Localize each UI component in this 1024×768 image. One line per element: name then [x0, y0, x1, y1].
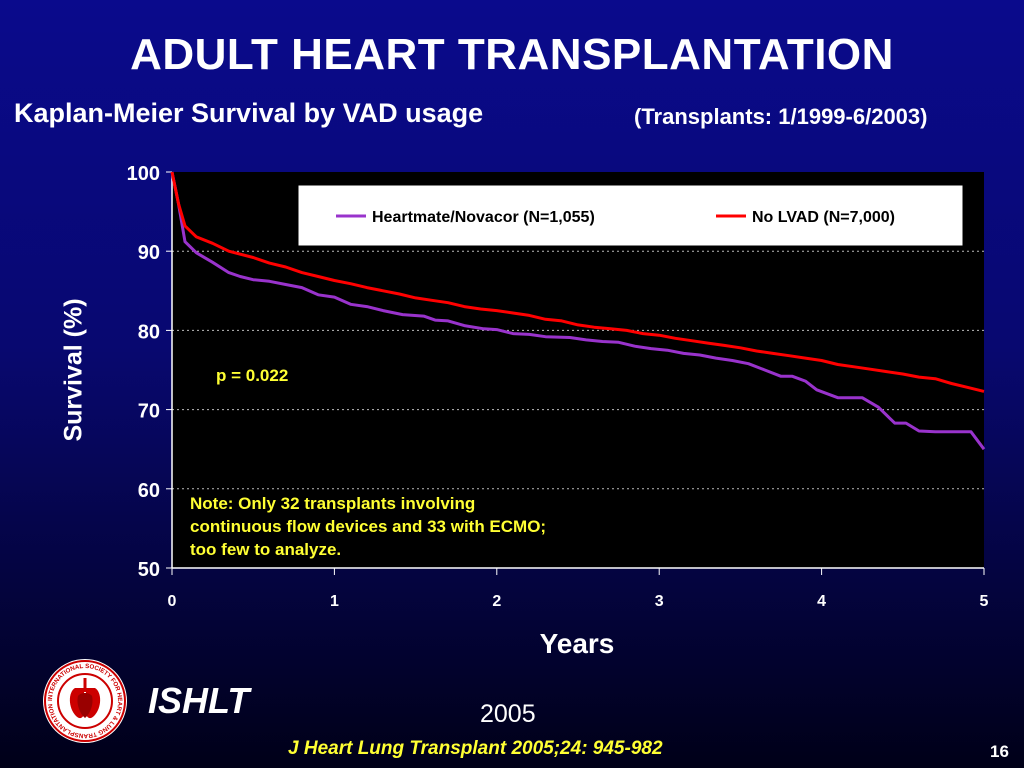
y-tick-label-60: 60 — [138, 480, 160, 502]
y-tick-label-70: 70 — [138, 401, 160, 423]
series-lines — [170, 171, 986, 451]
x-tick-label-4: 4 — [817, 593, 826, 610]
tick-labels: 50 60 70 80 90 100 0 1 2 3 4 5 — [127, 163, 989, 610]
y-tick-label-100: 100 — [127, 163, 160, 185]
series-line-no-lvad — [170, 171, 985, 393]
legend-label-no-lvad: No LVAD (N=7,000) — [752, 209, 895, 226]
x-tick-label-5: 5 — [980, 593, 989, 610]
year-label: 2005 — [480, 700, 536, 728]
y-tick-label-90: 90 — [138, 242, 160, 264]
note-annotation: Note: Only 32 transplants involving cont… — [190, 494, 547, 559]
legend-label-heartmate: Heartmate/Novacor (N=1,055) — [372, 209, 595, 226]
y-tick-label-80: 80 — [138, 321, 160, 343]
x-axis-label: Years — [539, 628, 615, 659]
x-tick-label-1: 1 — [330, 593, 339, 610]
ishlt-logo-icon: INTERNATIONAL SOCIETY FOR HEART & LUNG T… — [43, 659, 127, 743]
transplant-range: (Transplants: 1/1999-6/2003) — [634, 104, 928, 129]
x-tick-label-2: 2 — [492, 593, 501, 610]
organization-label: ISHLT — [148, 680, 250, 721]
chart-subtitle: Kaplan-Meier Survival by VAD usage — [14, 98, 484, 128]
legend-box — [297, 184, 964, 247]
citation: J Heart Lung Transplant 2005;24: 945-982 — [288, 738, 663, 759]
axes — [166, 171, 985, 575]
grid-lines — [172, 250, 984, 490]
x-tick-label-0: 0 — [168, 593, 177, 610]
series-line-heartmate — [170, 171, 986, 451]
p-value-annotation: p = 0.022 — [216, 366, 289, 385]
y-axis-label: Survival (%) — [59, 298, 88, 442]
legend: Heartmate/Novacor (N=1,055) No LVAD (N=7… — [297, 184, 964, 247]
y-tick-label-50: 50 — [138, 559, 160, 581]
slide-title: ADULT HEART TRANSPLANTATION — [130, 30, 894, 79]
x-tick-label-3: 3 — [655, 593, 664, 610]
slide-number: 16 — [990, 742, 1009, 761]
